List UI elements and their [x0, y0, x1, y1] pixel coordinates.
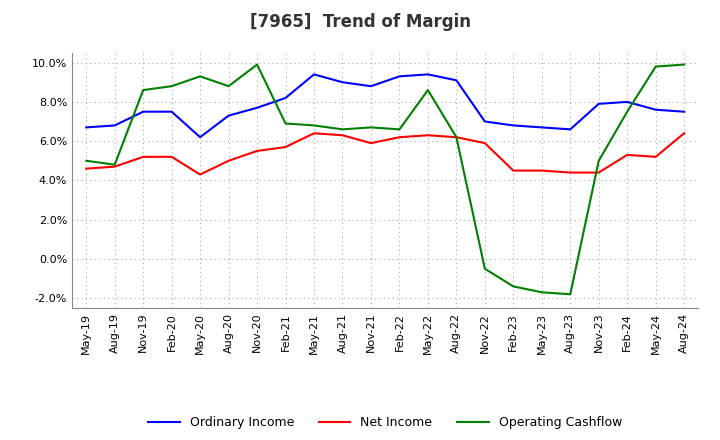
Ordinary Income — [509, 123, 518, 128]
Ordinary Income — [395, 74, 404, 79]
Operating Cashflow — [652, 64, 660, 69]
Ordinary Income — [566, 127, 575, 132]
Ordinary Income — [253, 105, 261, 110]
Operating Cashflow — [196, 74, 204, 79]
Operating Cashflow — [509, 284, 518, 289]
Ordinary Income — [623, 99, 631, 105]
Net Income — [282, 144, 290, 150]
Net Income — [652, 154, 660, 159]
Text: [7965]  Trend of Margin: [7965] Trend of Margin — [250, 13, 470, 31]
Ordinary Income — [680, 109, 688, 114]
Ordinary Income — [139, 109, 148, 114]
Net Income — [196, 172, 204, 177]
Net Income — [253, 148, 261, 154]
Net Income — [509, 168, 518, 173]
Net Income — [423, 132, 432, 138]
Net Income — [338, 132, 347, 138]
Ordinary Income — [225, 113, 233, 118]
Net Income — [110, 164, 119, 169]
Ordinary Income — [167, 109, 176, 114]
Line: Operating Cashflow: Operating Cashflow — [86, 65, 684, 294]
Net Income — [623, 152, 631, 158]
Ordinary Income — [452, 77, 461, 83]
Net Income — [310, 131, 318, 136]
Operating Cashflow — [82, 158, 91, 163]
Operating Cashflow — [452, 135, 461, 140]
Net Income — [480, 140, 489, 146]
Ordinary Income — [282, 95, 290, 101]
Net Income — [595, 170, 603, 175]
Ordinary Income — [595, 101, 603, 106]
Operating Cashflow — [680, 62, 688, 67]
Operating Cashflow — [423, 88, 432, 93]
Operating Cashflow — [110, 162, 119, 167]
Net Income — [566, 170, 575, 175]
Operating Cashflow — [310, 123, 318, 128]
Ordinary Income — [537, 125, 546, 130]
Ordinary Income — [652, 107, 660, 112]
Ordinary Income — [423, 72, 432, 77]
Operating Cashflow — [566, 292, 575, 297]
Operating Cashflow — [595, 158, 603, 163]
Net Income — [452, 135, 461, 140]
Operating Cashflow — [225, 84, 233, 89]
Ordinary Income — [366, 84, 375, 89]
Operating Cashflow — [537, 290, 546, 295]
Legend: Ordinary Income, Net Income, Operating Cashflow: Ordinary Income, Net Income, Operating C… — [143, 411, 627, 434]
Operating Cashflow — [253, 62, 261, 67]
Net Income — [395, 135, 404, 140]
Line: Net Income: Net Income — [86, 133, 684, 175]
Ordinary Income — [480, 119, 489, 124]
Operating Cashflow — [623, 109, 631, 114]
Net Income — [82, 166, 91, 171]
Ordinary Income — [110, 123, 119, 128]
Ordinary Income — [310, 72, 318, 77]
Ordinary Income — [196, 135, 204, 140]
Net Income — [680, 131, 688, 136]
Net Income — [225, 158, 233, 163]
Operating Cashflow — [480, 266, 489, 271]
Ordinary Income — [82, 125, 91, 130]
Operating Cashflow — [366, 125, 375, 130]
Ordinary Income — [338, 80, 347, 85]
Net Income — [167, 154, 176, 159]
Operating Cashflow — [395, 127, 404, 132]
Net Income — [139, 154, 148, 159]
Operating Cashflow — [338, 127, 347, 132]
Operating Cashflow — [167, 84, 176, 89]
Operating Cashflow — [282, 121, 290, 126]
Line: Ordinary Income: Ordinary Income — [86, 74, 684, 137]
Net Income — [366, 140, 375, 146]
Net Income — [537, 168, 546, 173]
Operating Cashflow — [139, 88, 148, 93]
